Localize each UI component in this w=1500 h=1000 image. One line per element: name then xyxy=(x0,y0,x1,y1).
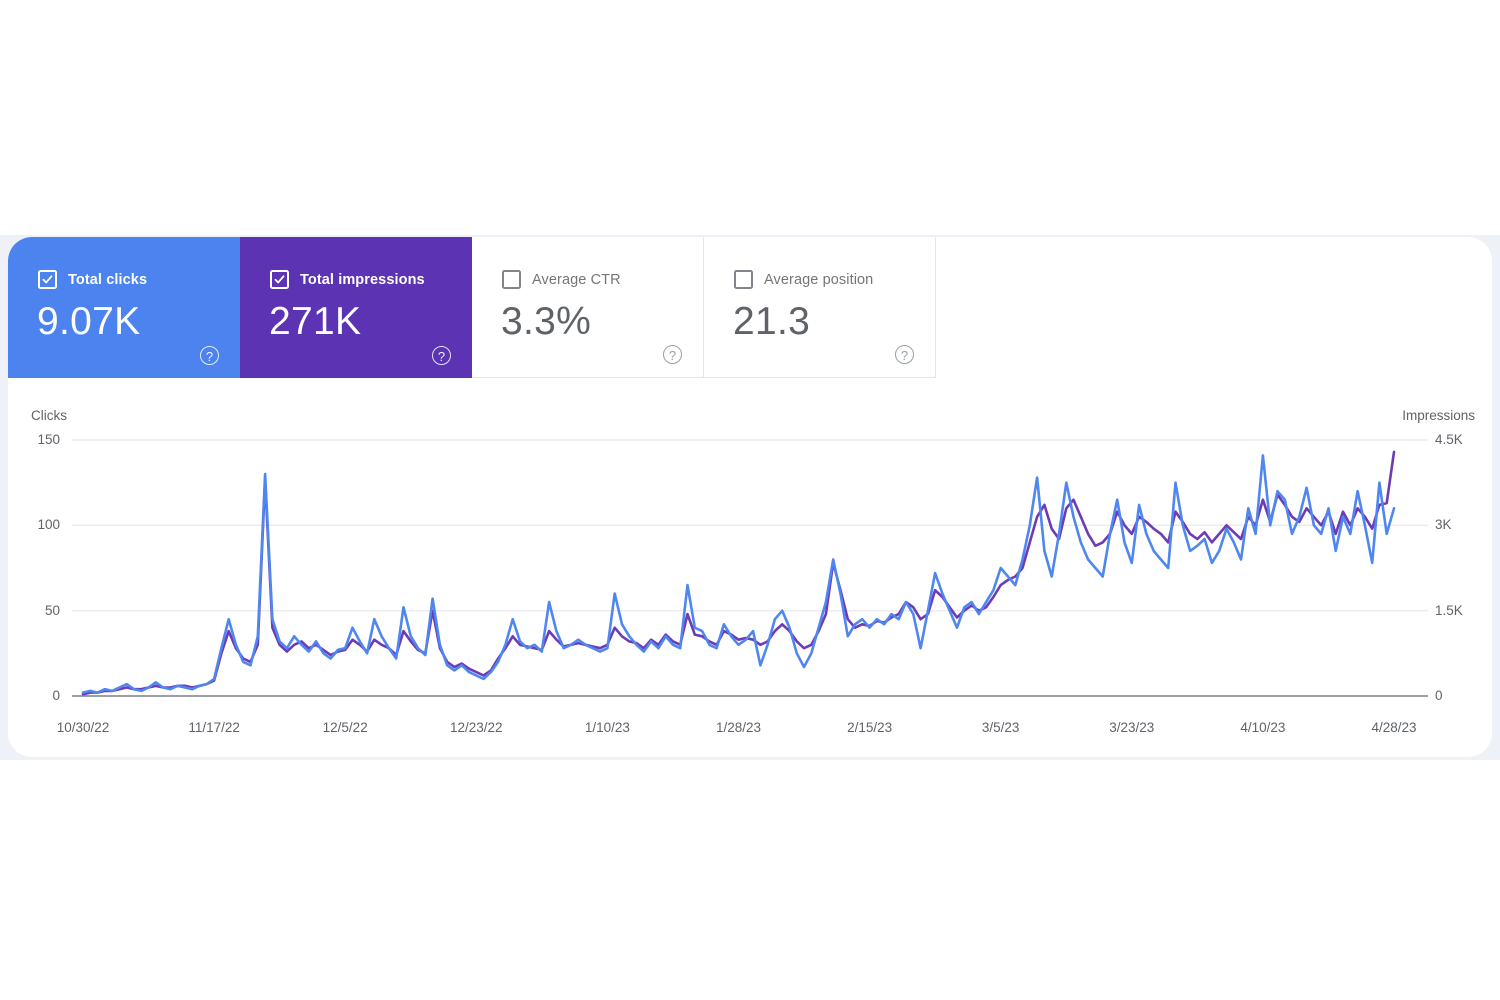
y-axis-tick-right: 4.5K xyxy=(1435,432,1463,447)
metric-card-average-position[interactable]: Average position 21.3 ? xyxy=(704,237,936,378)
metric-label: Average CTR xyxy=(532,271,621,288)
left-axis-title: Clicks xyxy=(31,408,67,423)
total-clicks-checkbox[interactable] xyxy=(38,270,57,289)
metric-label: Total clicks xyxy=(68,271,148,288)
metric-card-total-clicks[interactable]: Total clicks 9.07K ? xyxy=(8,237,240,378)
metric-card-total-impressions[interactable]: Total impressions 271K ? xyxy=(240,237,472,378)
right-axis-title: Impressions xyxy=(1402,408,1475,423)
x-axis-tick: 4/10/23 xyxy=(1240,720,1286,735)
metric-value: 3.3% xyxy=(501,300,592,343)
metric-label: Total impressions xyxy=(300,271,425,288)
x-axis-tick: 3/5/23 xyxy=(981,720,1020,735)
average-position-checkbox[interactable] xyxy=(734,270,753,289)
x-axis-tick: 2/15/23 xyxy=(847,720,893,735)
chart-canvas[interactable] xyxy=(8,394,1492,706)
x-axis-tick: 1/10/23 xyxy=(584,720,630,735)
help-icon[interactable]: ? xyxy=(200,346,219,365)
x-axis-tick: 4/28/23 xyxy=(1371,720,1417,735)
x-axis-tick: 12/5/22 xyxy=(322,720,368,735)
metrics-bar: Total clicks 9.07K ? Total impressions 2… xyxy=(8,237,1492,378)
x-axis-tick: 10/30/22 xyxy=(56,720,110,735)
metric-card-average-ctr[interactable]: Average CTR 3.3% ? xyxy=(472,237,704,378)
impressions-line xyxy=(81,450,1396,696)
x-axis-tick: 3/23/23 xyxy=(1109,720,1155,735)
y-axis-tick-left: 150 xyxy=(37,432,60,447)
performance-panel: Total clicks 9.07K ? Total impressions 2… xyxy=(8,237,1492,757)
metric-label: Average position xyxy=(764,271,874,288)
help-icon[interactable]: ? xyxy=(663,345,682,364)
average-ctr-checkbox[interactable] xyxy=(502,270,521,289)
total-impressions-checkbox[interactable] xyxy=(270,270,289,289)
x-axis-tick: 11/17/22 xyxy=(188,720,240,735)
y-axis-tick-right: 0 xyxy=(1435,688,1443,703)
x-axis-tick: 12/23/22 xyxy=(450,720,503,735)
performance-chart: Clicks Impressions 150 100 50 0 4.5K 3K 1.5K 0… xyxy=(8,378,1492,757)
y-axis-tick-right: 1.5K xyxy=(1435,602,1463,618)
metric-value: 9.07K xyxy=(37,300,141,343)
y-axis-tick-right: 3K xyxy=(1435,517,1452,533)
metric-value: 271K xyxy=(269,300,362,343)
help-icon[interactable]: ? xyxy=(432,346,451,365)
x-axis-tick: 1/28/23 xyxy=(715,720,762,735)
content-band: Total clicks 9.07K ? Total impressions 2… xyxy=(0,235,1500,760)
y-axis-tick-left: 0 xyxy=(52,688,60,703)
help-icon[interactable]: ? xyxy=(895,345,914,364)
y-axis-tick-left: 100 xyxy=(37,517,60,533)
clicks-line xyxy=(81,454,1396,694)
y-axis-tick-left: 50 xyxy=(44,602,60,618)
metric-value: 21.3 xyxy=(733,300,811,343)
